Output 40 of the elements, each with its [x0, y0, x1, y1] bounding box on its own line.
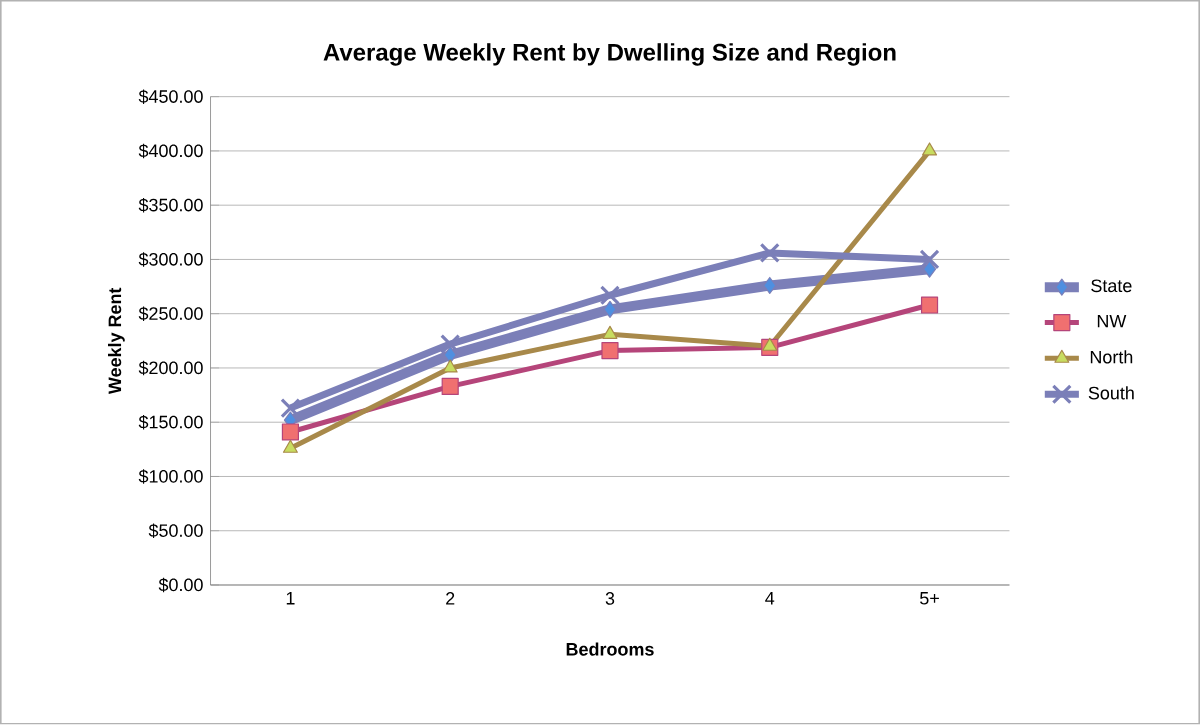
point	[599, 285, 621, 306]
y-tick-label: $50.00	[148, 523, 203, 539]
y-tick-label: $150.00	[138, 415, 203, 430]
point	[441, 378, 459, 396]
x-axis-title: Bedrooms	[566, 642, 654, 656]
x-tick-label: 3	[605, 592, 615, 605]
x-tick-label: 1	[286, 592, 295, 605]
point	[922, 260, 937, 278]
y-tick-label: $400.00	[138, 143, 203, 159]
point	[759, 243, 780, 264]
chart-title: Average Weekly Rent by Dwelling Size and Region	[323, 43, 896, 66]
point	[919, 249, 940, 270]
point	[282, 439, 298, 454]
legend-label: North	[1090, 350, 1133, 364]
point	[602, 325, 618, 340]
point	[440, 334, 461, 355]
y-tick-label: $450.00	[138, 89, 203, 105]
point	[281, 423, 300, 441]
legend-label: State	[1091, 279, 1132, 293]
point	[763, 277, 777, 295]
y-tick-label: $300.00	[138, 252, 203, 267]
x-tick-label: 4	[765, 592, 775, 605]
point	[922, 142, 938, 156]
y-tick-label: $100.00	[138, 469, 203, 484]
y-tick-label: $0.00	[158, 577, 203, 593]
y-tick-label: $200.00	[138, 360, 203, 376]
legend-label: NW	[1097, 315, 1127, 328]
y-tick-label: $250.00	[138, 306, 203, 322]
point	[601, 342, 619, 360]
x-tick-label: 5+	[920, 592, 939, 605]
y-axis-title: Weekly Rent	[108, 287, 125, 395]
point	[762, 337, 778, 352]
point	[443, 346, 457, 364]
point	[920, 296, 939, 314]
y-tick-label: $350.00	[138, 198, 203, 213]
legend-label: South	[1088, 386, 1134, 400]
point	[442, 359, 458, 373]
point	[603, 300, 617, 319]
point	[280, 398, 301, 419]
x-tick-label: 2	[446, 592, 455, 605]
